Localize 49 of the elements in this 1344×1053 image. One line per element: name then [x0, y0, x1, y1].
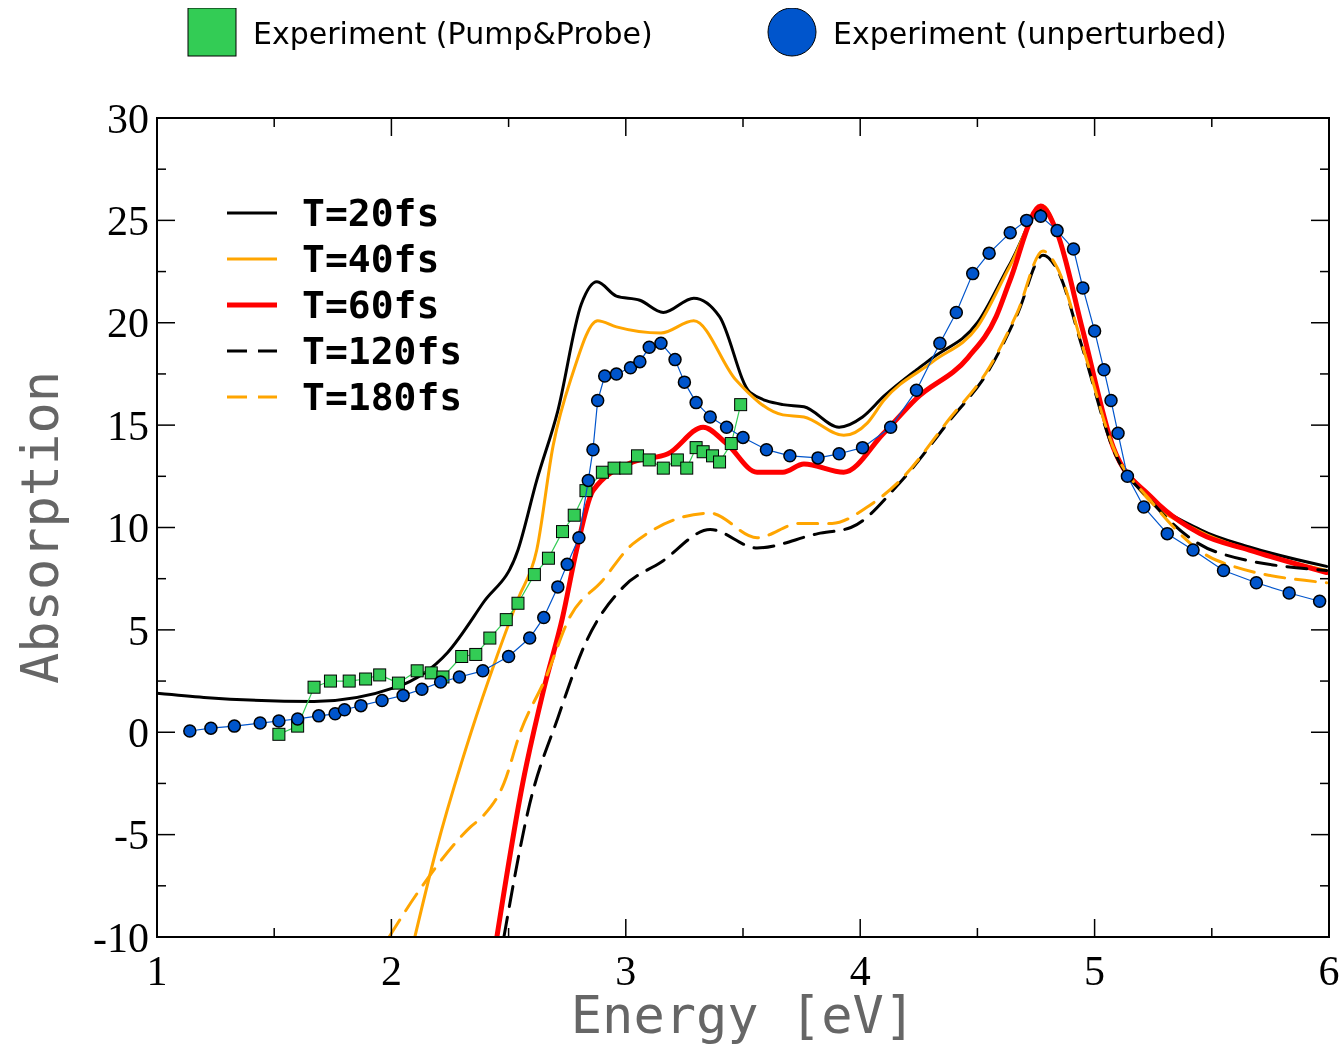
point — [541, 551, 555, 565]
point — [359, 672, 373, 686]
point — [556, 525, 570, 539]
y-tick-label: 10 — [107, 505, 149, 552]
point — [499, 613, 513, 627]
x-tick-label: 5 — [1084, 948, 1106, 994]
y-tick-label: 15 — [107, 402, 149, 449]
point — [410, 664, 424, 678]
legend-label: T=40fs — [302, 237, 440, 282]
point — [595, 465, 609, 479]
legend-label: Experiment (unperturbed) — [833, 15, 1227, 51]
point — [527, 568, 541, 582]
legend-label: T=180fs — [302, 375, 463, 420]
x-tick-label: 2 — [380, 948, 402, 994]
point — [307, 680, 321, 694]
point — [619, 461, 633, 475]
x-tick-label: 1 — [146, 948, 168, 994]
point — [734, 398, 748, 412]
point — [680, 461, 694, 475]
point — [272, 727, 286, 741]
point — [511, 596, 525, 610]
point — [642, 453, 656, 467]
point — [455, 649, 469, 663]
legend-label: T=60fs — [302, 283, 440, 328]
point — [631, 449, 645, 463]
point — [323, 674, 337, 688]
legend-label: T=20fs — [302, 191, 440, 236]
point — [607, 461, 621, 475]
y-axis-title: Absorption — [10, 370, 70, 685]
point — [373, 668, 387, 682]
point — [469, 647, 483, 661]
point — [724, 437, 738, 451]
y-tick-label: 5 — [128, 607, 149, 654]
y-tick-label: 25 — [107, 198, 149, 245]
y-tick-label: -5 — [114, 812, 149, 859]
point — [713, 455, 727, 469]
point — [656, 461, 670, 475]
x-tick-label: 6 — [1318, 948, 1340, 994]
legend-label: Experiment (Pump&Probe) — [253, 15, 653, 51]
point — [391, 676, 405, 690]
y-tick-label: 30 — [107, 95, 149, 142]
y-tick-label: 20 — [107, 300, 149, 347]
y-tick-label: 0 — [128, 709, 149, 756]
point — [483, 631, 497, 645]
legend-label: T=120fs — [302, 329, 463, 374]
point — [424, 666, 438, 680]
point — [342, 674, 356, 688]
point — [567, 508, 581, 522]
y-tick-label: -10 — [93, 914, 149, 961]
